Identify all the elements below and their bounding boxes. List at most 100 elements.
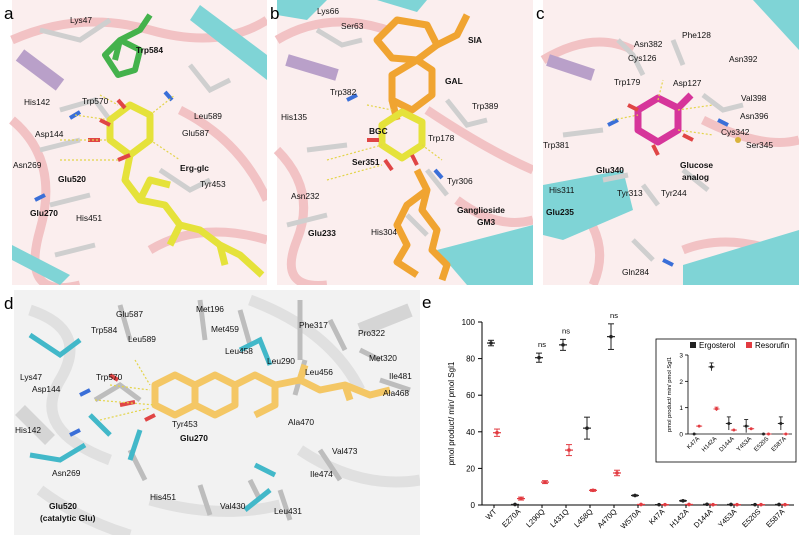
data-point <box>543 480 547 484</box>
residue-label: Phe317 <box>299 320 328 330</box>
legend-swatch-resorufin <box>746 342 752 348</box>
ns-label: ns <box>562 326 570 335</box>
panel-d-letter: d <box>4 294 14 313</box>
data-point <box>609 334 613 339</box>
legend-label-ergosterol: Ergosterol <box>699 341 736 350</box>
residue-label: Ala468 <box>383 388 410 398</box>
residue-label: Ile481 <box>389 371 412 381</box>
legend-swatch-ergosterol <box>690 342 696 348</box>
residue-label: Pro322 <box>358 328 386 338</box>
panel-e-chart: e 0 20 40 60 80 100 pmol product/ min/ pmol Sgl… <box>420 292 799 535</box>
x-tick-label: W570A <box>619 507 643 531</box>
data-point <box>591 488 595 493</box>
residue-label: Val430 <box>220 501 246 511</box>
ligand-label: SIA <box>468 35 482 45</box>
residue-label: Glu340 <box>596 165 624 175</box>
inset-y-tick-label: 0 <box>679 432 683 439</box>
data-point <box>753 502 757 507</box>
data-point <box>729 502 733 507</box>
residue-label: Glu233 <box>308 228 336 238</box>
x-tick-label: D144A <box>692 507 715 530</box>
y-tick-label: 100 <box>462 318 476 327</box>
residue-label: Leu431 <box>274 506 302 516</box>
residue-label: Tyr244 <box>661 188 687 198</box>
residue-label: Met196 <box>196 304 224 314</box>
ligand-label: Ganglioside <box>457 205 505 215</box>
panel-d-structure-image <box>14 290 420 535</box>
residue-label: Lys66 <box>317 6 340 16</box>
panel-c: c Phe128 Asn382 Asn392 Cys126 Asp127 Trp… <box>533 0 799 285</box>
residue-label: Asn396 <box>740 111 769 121</box>
data-point <box>663 502 667 507</box>
residue-label: Leu290 <box>267 356 295 366</box>
residue-label: Asp144 <box>32 384 61 394</box>
residue-label: Asn269 <box>52 468 81 478</box>
y-tick-label: 20 <box>466 464 475 473</box>
data-point <box>783 502 787 507</box>
residue-label: His142 <box>24 97 51 107</box>
panel-a-letter: a <box>4 4 14 23</box>
residue-label: Leu589 <box>128 334 156 344</box>
residue-label: Trp179 <box>614 77 641 87</box>
residue-label: Lys47 <box>70 15 93 25</box>
ns-label: ns <box>538 340 546 349</box>
residue-label: Gln284 <box>622 267 650 277</box>
residue-label: Asn269 <box>13 160 42 170</box>
ligand-label: BGC <box>369 126 388 136</box>
residue-label: Glu235 <box>546 207 574 217</box>
data-point <box>495 430 499 435</box>
residue-label: Ser63 <box>341 21 364 31</box>
residue-label: Glu520 <box>49 501 77 511</box>
residue-label: Asn392 <box>729 54 758 64</box>
inset-data-point <box>779 421 783 425</box>
panel-c-letter: c <box>536 4 545 23</box>
residue-label: Val398 <box>741 93 767 103</box>
residue-label: His451 <box>150 492 177 502</box>
data-point <box>687 502 691 507</box>
residue-label: (catalytic Glu) <box>40 513 96 523</box>
x-tick-label: K47A <box>647 507 666 526</box>
inset-data-point <box>710 365 713 369</box>
inset-frame <box>655 338 797 463</box>
x-tick-label: A470Q <box>596 507 619 530</box>
inset-data-point <box>692 432 696 436</box>
y-tick-label: 80 <box>466 355 475 364</box>
y-tick-label: 40 <box>466 428 475 437</box>
data-point <box>657 502 661 507</box>
inset-data-point <box>727 421 731 425</box>
residue-label: His451 <box>76 213 103 223</box>
x-tick-label: E587A <box>764 507 786 529</box>
data-point <box>711 502 715 507</box>
residue-label: Cys126 <box>628 53 657 63</box>
y-axis-label: pmol product/ min/ pmol Sgl1 <box>447 361 456 465</box>
data-point <box>615 471 619 475</box>
panel-c-structure-image <box>540 0 799 285</box>
residue-label: Asn232 <box>291 191 320 201</box>
residue-label: Cys342 <box>721 127 750 137</box>
residue-label: Tyr306 <box>447 176 473 186</box>
residue-label: Tyr453 <box>172 419 198 429</box>
residue-label: Trp584 <box>91 325 118 335</box>
x-tick-label: L290Q <box>524 507 546 529</box>
panel-a-structure-image <box>9 0 267 285</box>
ligand-label: analog <box>682 172 709 182</box>
data-point <box>519 496 523 501</box>
residue-label: Tyr453 <box>200 179 226 189</box>
x-tick-label: Y453A <box>716 507 738 529</box>
residue-label: Met320 <box>369 353 397 363</box>
inset-data-point <box>715 407 718 411</box>
data-point <box>537 355 541 360</box>
residue-label: Tyr313 <box>617 188 643 198</box>
residue-label: Phe128 <box>682 30 711 40</box>
residue-label: Glu270 <box>30 208 58 218</box>
residue-label: His311 <box>549 185 575 195</box>
inset-y-axis-label: pmol product/ min/ pmol Sgl1 <box>667 357 673 432</box>
data-point <box>735 502 739 507</box>
data-point <box>567 448 571 452</box>
data-point <box>585 426 589 430</box>
ns-label: ns <box>610 311 618 320</box>
residue-label: Trp389 <box>472 101 499 111</box>
x-tick-label: WT <box>484 507 499 522</box>
inset-data-point <box>749 427 753 431</box>
